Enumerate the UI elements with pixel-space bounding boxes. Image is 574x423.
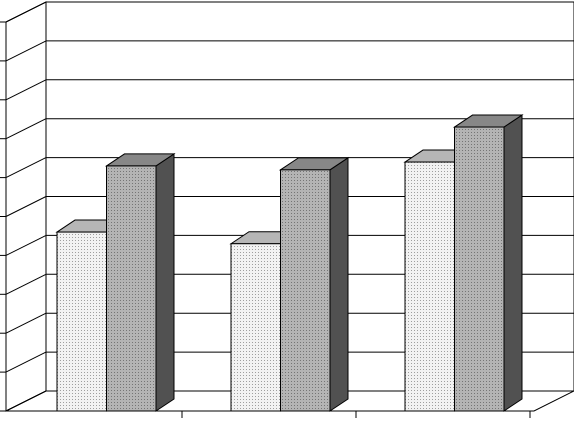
bar-texture	[454, 127, 504, 411]
bar-side	[503, 114, 523, 412]
side-grid-line	[5, 390, 47, 412]
side-grid-line	[5, 351, 47, 373]
side-grid-line	[5, 234, 47, 256]
bar-texture	[280, 169, 330, 411]
bar-texture	[106, 165, 156, 411]
side-grid-line	[5, 273, 47, 295]
bar-texture	[231, 243, 281, 411]
bar-side	[329, 156, 349, 412]
side-grid-line	[5, 40, 47, 62]
side-grid-line	[5, 312, 47, 334]
side-grid-line	[5, 157, 47, 179]
side-grid-line	[5, 1, 47, 23]
bar-texture	[405, 162, 455, 411]
bar-texture	[57, 232, 107, 411]
side-grid-line	[5, 118, 47, 140]
side-grid-line	[5, 79, 47, 101]
side-grid-line	[5, 196, 47, 217]
bar-side	[155, 152, 175, 412]
